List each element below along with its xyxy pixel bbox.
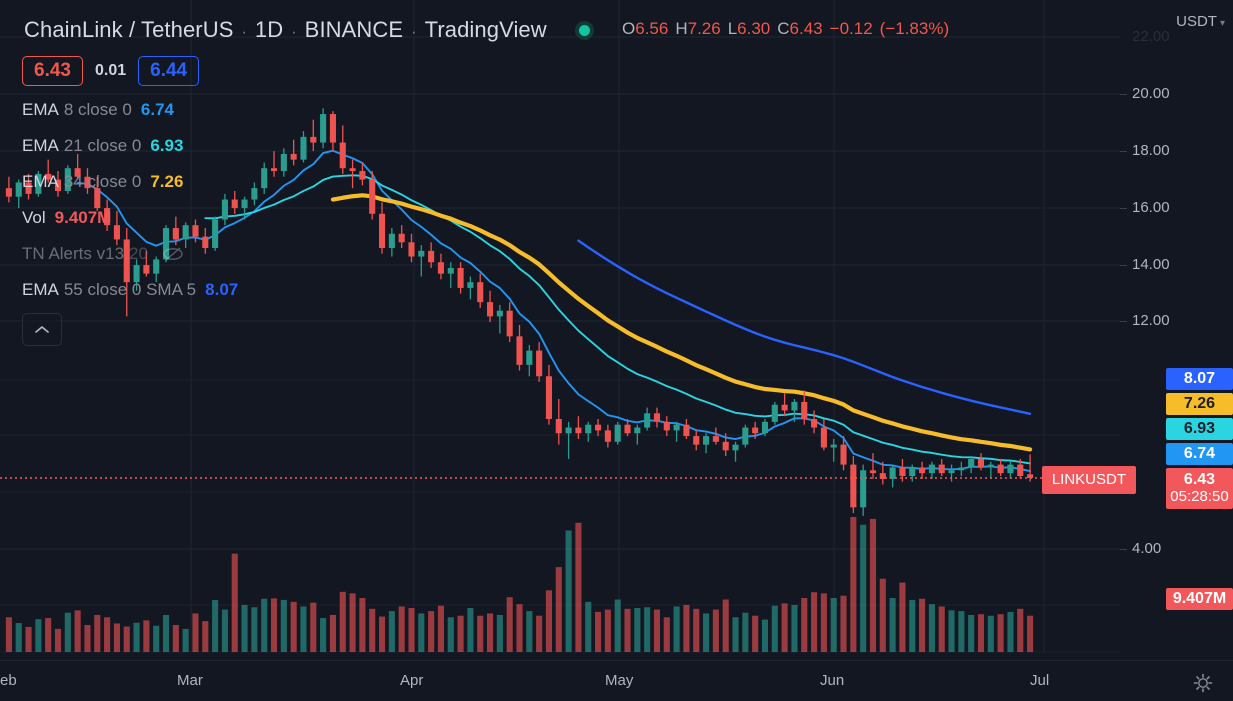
time-tick-label: Jun (820, 672, 845, 689)
price-badge-ema21: 6.93 (1166, 418, 1233, 440)
brand-label: TradingView (424, 17, 547, 42)
price-tick-label: 12.00 (1132, 312, 1170, 329)
price-tick-mark (1120, 265, 1127, 266)
collapse-legend-button[interactable] (22, 313, 62, 346)
legend-name: EMA (22, 172, 59, 191)
price-badge-ema8: 6.74 (1166, 443, 1233, 465)
legend-args: 8 close 0 (63, 100, 132, 119)
last-price-value: 6.43 (1183, 471, 1216, 488)
spread-value: 0.01 (94, 62, 127, 79)
time-tick-label: May (605, 672, 634, 689)
change-percent: (−1.83%) (879, 19, 950, 38)
symbol-price-tag: LINKUSDT (1041, 466, 1136, 494)
live-dot-icon (575, 21, 594, 40)
volume-bars (5, 517, 1034, 652)
gear-icon[interactable] (1193, 673, 1213, 693)
bid-ask-row: 6.43 0.01 6.44 (22, 52, 238, 90)
legend-name: EMA (22, 280, 59, 299)
chart-header: ChainLink / TetherUS · 1D · BINANCE · Tr… (0, 0, 1233, 48)
open-label: O (622, 19, 636, 38)
legend-item-tn-alerts[interactable]: TN Alerts v13 20 (22, 236, 238, 272)
price-axis[interactable]: USDT ▾ 22.00 20.00 18.00 16.00 14.00 12.00 4.00… (1041, 0, 1233, 660)
title-separator: · (406, 22, 422, 41)
price-tick-label: 14.00 (1132, 256, 1170, 273)
last-price-badge: 6.43 05:28:50 (1166, 468, 1233, 509)
quote-currency-selector[interactable]: USDT ▾ (1176, 13, 1225, 30)
price-tick-label: 18.00 (1132, 142, 1170, 159)
legend-name: EMA (22, 136, 59, 155)
low-label: L (727, 19, 738, 38)
price-tick-mark (1120, 151, 1127, 152)
chevron-down-icon: ▾ (1219, 18, 1225, 29)
close-label: C (777, 19, 790, 38)
chart-pane[interactable] (0, 0, 1120, 660)
legend-value: 7.26 (150, 172, 184, 191)
time-axis[interactable]: eb Mar Apr May Jun Jul (0, 660, 1233, 701)
candlestick-series (5, 108, 1034, 516)
legend-value: 6.74 (140, 100, 174, 119)
title-separator: · (236, 22, 252, 41)
page-title: ChainLink / TetherUS · 1D · BINANCE · Tr… (24, 17, 547, 43)
close-value: 6.43 (789, 19, 823, 38)
bar-countdown: 05:28:50 (1170, 488, 1229, 505)
interval-label[interactable]: 1D (254, 17, 284, 42)
volume-badge: 9.407M (1166, 588, 1233, 610)
legend-value: 6.93 (150, 136, 184, 155)
price-tick-label: 4.00 (1132, 540, 1162, 557)
price-tick-label: 16.00 (1132, 199, 1170, 216)
open-value: 6.56 (635, 19, 669, 38)
legend-args: 55 close 0 SMA 5 (63, 280, 197, 299)
legend-name: Vol (22, 208, 46, 227)
change-value: −0.12 (829, 19, 873, 38)
time-tick-label: eb (0, 672, 17, 689)
chart-canvas[interactable] (0, 0, 1120, 660)
low-value: 6.30 (737, 19, 771, 38)
indicator-legend: 6.43 0.01 6.44 EMA 8 close 0 6.74 EMA 21… (22, 52, 238, 308)
eye-crossed-icon[interactable] (162, 243, 184, 265)
price-tick-label: 22.00 (1132, 28, 1170, 45)
legend-name: EMA (22, 100, 59, 119)
legend-value: 8.07 (205, 280, 239, 299)
quote-currency-label: USDT (1176, 13, 1217, 30)
legend-item-ema34[interactable]: EMA 34 close 0 7.26 (22, 164, 238, 200)
legend-args: 20 (129, 244, 148, 263)
moving-average-lines (76, 149, 1033, 473)
price-tick-mark (1120, 321, 1127, 322)
high-value: 7.26 (687, 19, 721, 38)
time-tick-label: Apr (400, 672, 424, 689)
exchange-label[interactable]: BINANCE (304, 17, 404, 42)
time-tick-label: Mar (177, 672, 203, 689)
ask-price[interactable]: 6.44 (138, 56, 200, 86)
price-badge-sma5: 8.07 (1166, 368, 1233, 390)
legend-name: TN Alerts v13 (22, 244, 125, 263)
price-tick-mark (1120, 94, 1127, 95)
legend-item-ema21[interactable]: EMA 21 close 0 6.93 (22, 128, 238, 164)
high-label: H (675, 19, 688, 38)
time-tick-label: Jul (1030, 672, 1050, 689)
chevron-up-icon (35, 325, 49, 333)
ohlc-readout: O6.56 H7.26 L6.30 C6.43 −0.12 (−1.83%) (622, 19, 949, 39)
legend-args: 21 close 0 (63, 136, 142, 155)
legend-item-ema55-sma5[interactable]: EMA 55 close 0 SMA 5 8.07 (22, 272, 238, 308)
legend-item-ema8[interactable]: EMA 8 close 0 6.74 (22, 92, 238, 128)
bid-price[interactable]: 6.43 (22, 56, 83, 86)
legend-args: 34 close 0 (63, 172, 142, 191)
price-tick-label: 20.00 (1132, 85, 1170, 102)
legend-value: 9.407M (54, 208, 112, 227)
symbol-name[interactable]: ChainLink / TetherUS (24, 17, 234, 42)
price-tick-mark (1120, 208, 1127, 209)
title-separator: · (286, 22, 302, 41)
price-badge-ema34: 7.26 (1166, 393, 1233, 415)
legend-item-volume[interactable]: Vol 9.407M (22, 200, 238, 236)
price-tick-mark (1120, 549, 1127, 550)
